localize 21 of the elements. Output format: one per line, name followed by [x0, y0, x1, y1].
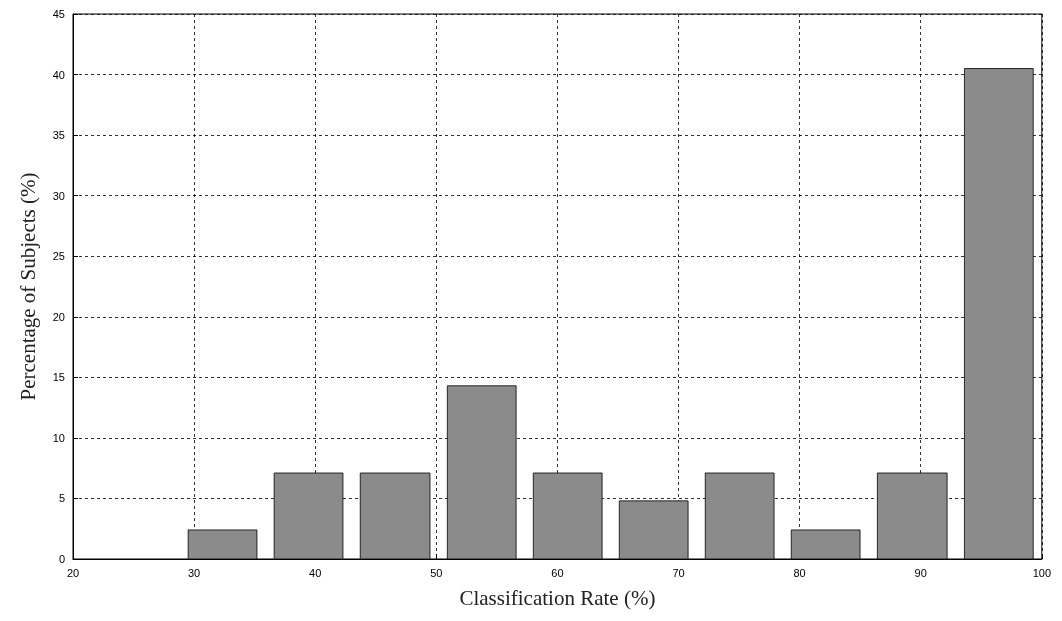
y-tick-label: 0	[58, 553, 65, 565]
y-tick-label: 25	[52, 250, 65, 263]
y-tick-label: 10	[52, 431, 65, 444]
y-tick-label: 35	[52, 129, 65, 142]
x-tick-label: 80	[793, 566, 806, 579]
x-tick-label: 100	[1032, 566, 1051, 579]
x-tick-label: 50	[430, 566, 443, 579]
y-tick-label: 20	[52, 310, 65, 323]
x-tick-label: 30	[187, 566, 201, 579]
y-tick-label: 40	[52, 68, 65, 81]
x-tick-label: 90	[914, 566, 927, 579]
x-tick-label: 40	[309, 566, 322, 579]
y-tick-label: 15	[52, 371, 65, 384]
y-tick-label: 5	[58, 492, 65, 505]
y-tick-label: 45	[52, 8, 65, 20]
y-axis-title: Percentage of Subjects (%)	[15, 172, 40, 401]
x-tick-label: 60	[551, 566, 564, 579]
x-axis-title: Classification Rate (%)	[459, 585, 656, 610]
y-tick-label: 30	[52, 189, 65, 202]
x-tick-label: 70	[672, 566, 685, 579]
x-tick-label: 20	[66, 566, 80, 579]
